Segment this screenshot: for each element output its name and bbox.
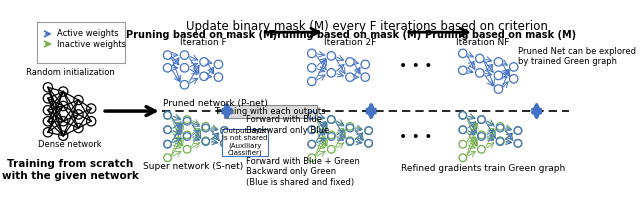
Text: • • •: • • • xyxy=(399,59,432,73)
Text: Iteration NF: Iteration NF xyxy=(456,38,509,47)
Text: Forward with Blue
Backward only Blue: Forward with Blue Backward only Blue xyxy=(246,115,330,135)
Text: Training with each outputs: Training with each outputs xyxy=(214,107,326,116)
Text: Forward with Blue + Green
Backward only Green
(Blue is shared and fixed): Forward with Blue + Green Backward only … xyxy=(246,157,360,187)
Text: Training from scratch
with the given network: Training from scratch with the given net… xyxy=(1,159,138,181)
Text: • • •: • • • xyxy=(399,130,432,144)
Text: Active weights: Active weights xyxy=(57,29,119,38)
Text: Pruning based on mask (M): Pruning based on mask (M) xyxy=(426,30,577,40)
Text: Output layer
is not shared
(Auxiliary
Classifier): Output layer is not shared (Auxiliary Cl… xyxy=(222,128,268,157)
Text: Pruning based on mask (M): Pruning based on mask (M) xyxy=(126,30,277,40)
Text: Refined gradients train Green graph: Refined gradients train Green graph xyxy=(401,164,565,173)
FancyBboxPatch shape xyxy=(223,105,317,118)
Text: Random initialization: Random initialization xyxy=(26,68,115,77)
Text: Iteration F: Iteration F xyxy=(180,38,227,47)
FancyBboxPatch shape xyxy=(222,129,268,156)
Text: Inactive weights: Inactive weights xyxy=(57,39,126,49)
Text: Pruned Net can be explored
by trained Green graph: Pruned Net can be explored by trained Gr… xyxy=(518,47,636,66)
FancyBboxPatch shape xyxy=(37,22,125,63)
Text: Pruned network (P-net): Pruned network (P-net) xyxy=(163,99,268,108)
Text: Dense network: Dense network xyxy=(38,140,102,149)
Text: Iteration 2F: Iteration 2F xyxy=(324,38,376,47)
Text: Pruning based on mask (M): Pruning based on mask (M) xyxy=(270,30,421,40)
Text: Super network (S-net): Super network (S-net) xyxy=(143,162,243,171)
Text: Update binary mask (M) every F iterations based on criterion: Update binary mask (M) every F iteration… xyxy=(186,20,548,33)
